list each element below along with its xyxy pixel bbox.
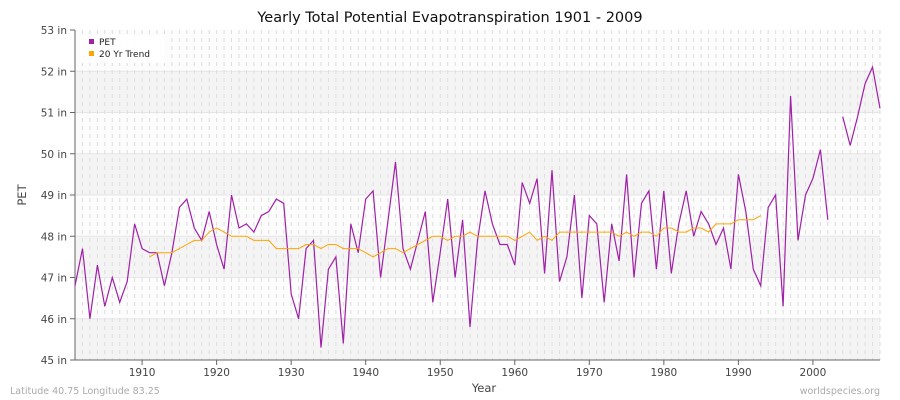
y-tick-label: 51 in: [41, 108, 67, 120]
x-tick-label: 2000: [800, 367, 827, 379]
x-tick-label: 1950: [427, 367, 454, 379]
y-tick-label: 49 in: [41, 190, 67, 202]
y-tick-label: 52 in: [41, 66, 67, 78]
legend-label-trend: 20 Yr Trend: [99, 50, 150, 60]
x-tick-label: 1940: [352, 367, 379, 379]
x-tick-label: 1970: [576, 367, 603, 379]
x-tick-label: 1910: [129, 367, 156, 379]
x-tick-label: 1960: [501, 367, 528, 379]
x-axis-label: Year: [471, 381, 497, 395]
y-tick-label: 45 in: [41, 355, 67, 367]
y-tick-label: 50 in: [41, 149, 67, 161]
x-tick-label: 1980: [650, 367, 677, 379]
footer-source: worldspecies.org: [800, 386, 880, 397]
x-tick-label: 1930: [278, 367, 305, 379]
x-tick-label: 1990: [725, 367, 752, 379]
x-tick-label: 1920: [203, 367, 230, 379]
y-tick-label: 46 in: [41, 314, 67, 326]
legend: PET 20 Yr Trend: [80, 35, 165, 63]
series-line-trend: [149, 215, 761, 258]
chart-title: Yearly Total Potential Evapotranspiratio…: [256, 10, 642, 26]
grid-band: [75, 71, 880, 113]
legend-label-pet: PET: [99, 38, 116, 48]
legend-swatch-trend: [89, 51, 94, 56]
footer-coordinates: Latitude 40.75 Longitude 83.25: [10, 386, 160, 397]
y-tick-label: 47 in: [41, 273, 67, 285]
y-tick-label: 53 in: [41, 25, 67, 37]
y-tick-label: 48 in: [41, 231, 67, 243]
y-axis-label: PET: [15, 183, 29, 205]
legend-swatch-pet: [89, 39, 94, 44]
